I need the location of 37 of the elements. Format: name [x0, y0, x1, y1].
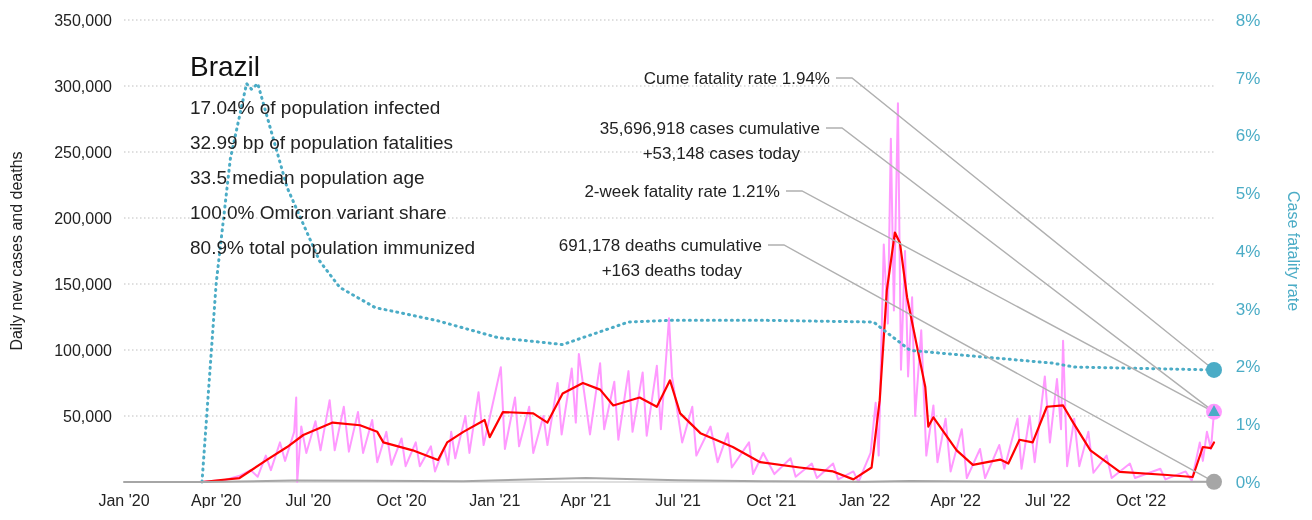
- y-tick-label: 250,000: [54, 143, 113, 161]
- y2-tick-label: 8%: [1235, 10, 1261, 30]
- annotation: 691,178 deaths cumulative +163 deaths today: [558, 235, 762, 280]
- annotation: 32.99 bp of population fatalities: [190, 132, 454, 153]
- y2-tick-label: 4%: [1235, 241, 1261, 261]
- y2-axis-title: Case fatality rate: [1285, 190, 1302, 312]
- x-tick-label: Oct '20: [376, 492, 427, 509]
- annotation: 33.5 median population age: [190, 167, 425, 188]
- x-tick-label: Jan '20: [98, 492, 150, 509]
- y2-tick-label: 0%: [1235, 472, 1261, 492]
- y2-tick-label: 2%: [1235, 357, 1261, 377]
- y-axis-title: Daily new cases and deaths: [8, 151, 25, 351]
- annotation: 2-week fatality rate 1.21%: [584, 181, 780, 201]
- y2-tick-label: 7%: [1235, 68, 1261, 88]
- annotation: 80.9% total population immunized: [190, 237, 476, 258]
- text: Brazil: [190, 51, 261, 82]
- x-tick-label: Jul '20: [285, 492, 332, 509]
- x-tick-label: Oct '22: [1115, 492, 1167, 509]
- x-tick-label: Jan '22: [838, 492, 891, 509]
- y-tick-label: 50,000: [63, 407, 113, 425]
- y-tick-label: 150,000: [54, 275, 113, 293]
- y2-tick-label: 1%: [1235, 415, 1261, 435]
- y2-tick-label: 3%: [1235, 299, 1261, 319]
- y2-tick-label: 6%: [1235, 126, 1261, 146]
- y-tick-label: 200,000: [54, 209, 113, 227]
- y-tick-label: 300,000: [54, 77, 113, 95]
- x-tick-label: Jul '21: [655, 492, 702, 509]
- x-tick-label: Jan '21: [469, 492, 521, 509]
- annotation: 35,696,918 cases cumulative +53,148 cases today: [599, 118, 820, 163]
- x-tick-label: Oct '21: [746, 492, 797, 509]
- y2-tick-label: 5%: [1235, 184, 1261, 204]
- annotation: 100.0% Omicron variant share: [190, 202, 447, 223]
- annotation: 17.04% of population infected: [190, 97, 441, 118]
- x-tick-label: Jul '22: [1024, 492, 1071, 509]
- y-tick-label: 350,000: [54, 11, 113, 29]
- y-tick-label: 100,000: [54, 341, 113, 359]
- annotation: Cume fatality rate 1.94%: [643, 68, 830, 88]
